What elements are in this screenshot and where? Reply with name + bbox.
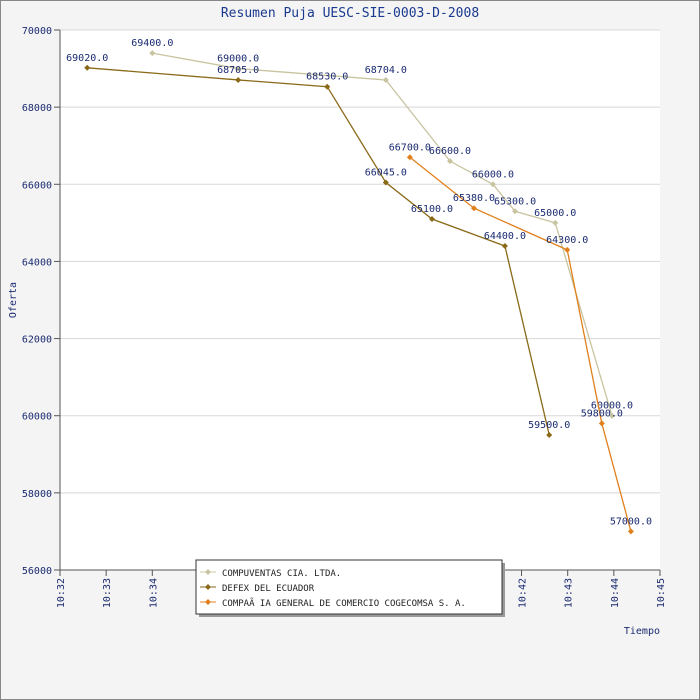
data-label: 60000.0	[591, 401, 633, 412]
point	[552, 219, 559, 226]
x-tick-label: 10:32	[56, 578, 67, 608]
legend-label: COMPAÃ IA GENERAL DE COMERCIO COGECOMSA …	[222, 598, 466, 609]
x-tick-label: 10:34	[148, 578, 159, 608]
data-label: 66700.0	[389, 142, 431, 153]
y-tick-label: 58000	[22, 489, 52, 500]
data-label: 65100.0	[411, 204, 453, 215]
x-tick-label: 10:43	[564, 578, 575, 608]
y-tick-label: 66000	[22, 180, 52, 191]
legend-box	[195, 559, 503, 615]
data-label: 68705.0	[217, 65, 259, 76]
data-label: 59500.0	[528, 420, 570, 431]
point	[406, 154, 413, 161]
data-label: 66600.0	[429, 146, 471, 157]
legend-marker	[205, 599, 211, 605]
data-label: 66000.0	[472, 169, 514, 180]
chart-title: Resumen Puja UESC-SIE-0003-D-2008	[221, 6, 479, 21]
legend-marker	[205, 569, 211, 575]
point	[598, 420, 605, 427]
series-line	[152, 52, 613, 416]
y-axis-label: Oferta	[8, 282, 19, 318]
point	[627, 528, 634, 535]
point	[382, 76, 389, 83]
y-tick-label: 62000	[22, 335, 52, 346]
x-tick-label: 10:33	[102, 578, 113, 608]
y-tick-label: 56000	[22, 566, 52, 577]
y-tick-label: 68000	[22, 103, 52, 114]
x-tick-label: 10:45	[656, 578, 667, 608]
data-label: 68530.0	[306, 72, 348, 83]
y-tick-label: 70000	[22, 26, 52, 37]
data-label: 64300.0	[546, 235, 588, 246]
data-label: 65380.0	[453, 193, 495, 204]
x-axis-label: Tiempo	[624, 626, 660, 637]
point	[235, 76, 242, 83]
point	[564, 246, 571, 253]
data-label: 69000.0	[217, 54, 259, 65]
point	[149, 50, 156, 57]
point	[429, 216, 435, 222]
point	[512, 208, 519, 215]
x-tick-label: 10:44	[610, 578, 621, 608]
y-tick-label: 64000	[22, 257, 52, 268]
point	[382, 179, 389, 186]
data-label: 64400.0	[484, 231, 526, 242]
point	[84, 64, 91, 71]
point	[501, 243, 508, 249]
point	[471, 205, 477, 212]
data-label: 68704.0	[365, 65, 407, 76]
x-tick-label: 10:42	[518, 578, 529, 608]
legend-label: COMPUVENTAS CIA. LTDA.	[222, 569, 341, 579]
data-label: 65300.0	[494, 196, 536, 207]
legend-marker	[205, 584, 211, 590]
point	[546, 432, 553, 438]
point	[447, 158, 453, 165]
point	[489, 181, 496, 188]
y-tick-label: 60000	[22, 412, 52, 423]
data-label: 65000.0	[534, 208, 576, 219]
point	[235, 65, 242, 72]
point	[324, 83, 331, 90]
data-label: 69400.0	[131, 38, 173, 49]
data-label: 69020.0	[66, 53, 108, 64]
data-label: 59800.0	[581, 408, 623, 419]
legend-label: DEFEX DEL ECUADOR	[222, 584, 315, 594]
data-label: 57000.0	[610, 516, 652, 527]
point	[609, 412, 615, 419]
plot-area	[60, 30, 660, 570]
data-label: 66045.0	[365, 168, 407, 179]
